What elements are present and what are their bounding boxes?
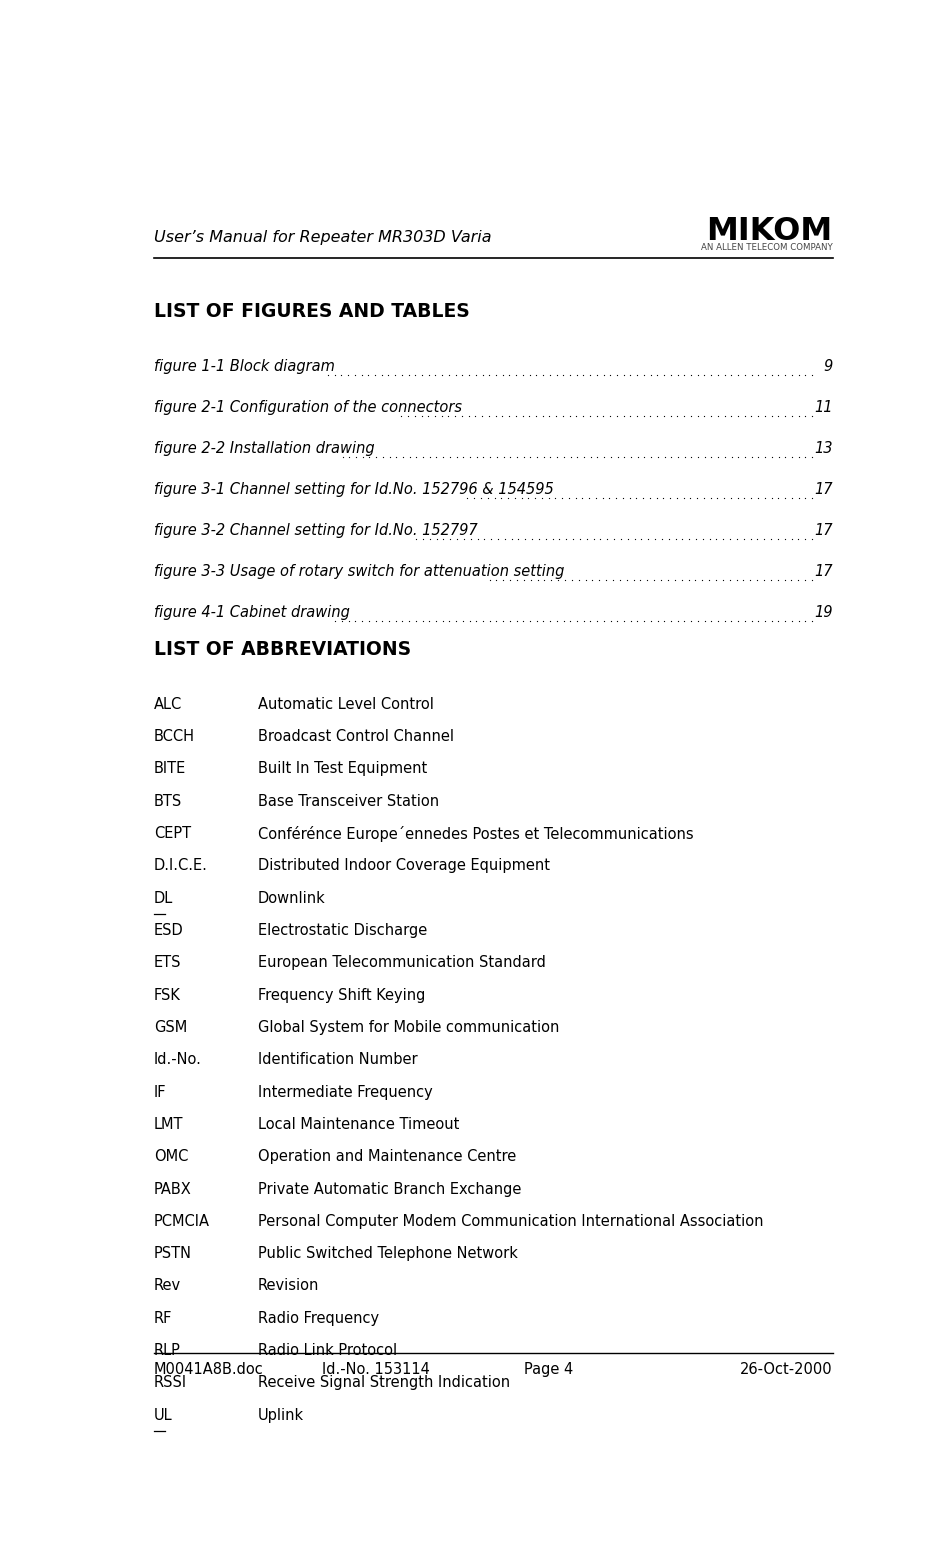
Text: 11: 11 bbox=[814, 401, 832, 415]
Text: 17: 17 bbox=[814, 523, 832, 539]
Text: RSSI: RSSI bbox=[154, 1375, 187, 1391]
Text: Revision: Revision bbox=[258, 1278, 319, 1294]
Text: Page 4: Page 4 bbox=[523, 1362, 573, 1378]
Text: 19: 19 bbox=[814, 604, 832, 620]
Text: AN ALLEN TELECOM COMPANY: AN ALLEN TELECOM COMPANY bbox=[701, 243, 832, 252]
Text: figure 3-1 Channel setting for Id.No. 152796 & 154595: figure 3-1 Channel setting for Id.No. 15… bbox=[154, 482, 554, 496]
Text: figure 1-1 Block diagram: figure 1-1 Block diagram bbox=[154, 359, 335, 374]
Text: 9: 9 bbox=[824, 359, 832, 374]
Text: Conférénce Europe´ennedes Postes et Telecommunications: Conférénce Europe´ennedes Postes et Tele… bbox=[258, 825, 694, 843]
Text: Base Transceiver Station: Base Transceiver Station bbox=[258, 794, 439, 808]
Text: IF: IF bbox=[154, 1085, 166, 1099]
Text: Personal Computer Modem Communication International Association: Personal Computer Modem Communication In… bbox=[258, 1214, 763, 1229]
Text: BTS: BTS bbox=[154, 794, 182, 808]
Text: RLP: RLP bbox=[154, 1344, 181, 1358]
Text: Radio Frequency: Radio Frequency bbox=[258, 1311, 379, 1326]
Text: PABX: PABX bbox=[154, 1181, 191, 1196]
Text: GSM: GSM bbox=[154, 1019, 187, 1035]
Text: ETS: ETS bbox=[154, 955, 181, 971]
Text: Id.-No.: Id.-No. bbox=[154, 1052, 202, 1068]
Text: LIST OF ABBREVIATIONS: LIST OF ABBREVIATIONS bbox=[154, 640, 410, 659]
Text: FSK: FSK bbox=[154, 988, 181, 1002]
Text: Broadcast Control Channel: Broadcast Control Channel bbox=[258, 730, 454, 744]
Text: BCCH: BCCH bbox=[154, 730, 194, 744]
Text: 26-Oct-2000: 26-Oct-2000 bbox=[740, 1362, 832, 1378]
Text: European Telecommunication Standard: European Telecommunication Standard bbox=[258, 955, 546, 971]
Text: Uplink: Uplink bbox=[258, 1408, 304, 1423]
Text: Private Automatic Branch Exchange: Private Automatic Branch Exchange bbox=[258, 1181, 521, 1196]
Text: Operation and Maintenance Centre: Operation and Maintenance Centre bbox=[258, 1149, 517, 1164]
Text: Rev: Rev bbox=[154, 1278, 181, 1294]
Text: Public Switched Telephone Network: Public Switched Telephone Network bbox=[258, 1247, 518, 1261]
Text: 17: 17 bbox=[814, 564, 832, 579]
Text: OMC: OMC bbox=[154, 1149, 188, 1164]
Text: 13: 13 bbox=[814, 442, 832, 456]
Text: Electrostatic Discharge: Electrostatic Discharge bbox=[258, 922, 428, 938]
Text: Frequency Shift Keying: Frequency Shift Keying bbox=[258, 988, 426, 1002]
Text: M0041A8B.doc: M0041A8B.doc bbox=[154, 1362, 264, 1378]
Text: LMT: LMT bbox=[154, 1117, 183, 1132]
Text: ALC: ALC bbox=[154, 697, 182, 713]
Text: Built In Test Equipment: Built In Test Equipment bbox=[258, 761, 428, 777]
Text: 17: 17 bbox=[814, 482, 832, 496]
Text: figure 3-3 Usage of rotary switch for attenuation setting: figure 3-3 Usage of rotary switch for at… bbox=[154, 564, 564, 579]
Text: Intermediate Frequency: Intermediate Frequency bbox=[258, 1085, 433, 1099]
Text: Radio Link Protocol: Radio Link Protocol bbox=[258, 1344, 397, 1358]
Text: D.I.C.E.: D.I.C.E. bbox=[154, 858, 208, 874]
Text: ESD: ESD bbox=[154, 922, 184, 938]
Text: Distributed Indoor Coverage Equipment: Distributed Indoor Coverage Equipment bbox=[258, 858, 550, 874]
Text: figure 4-1 Cabinet drawing: figure 4-1 Cabinet drawing bbox=[154, 604, 350, 620]
Text: Identification Number: Identification Number bbox=[258, 1052, 418, 1068]
Text: MIKOM: MIKOM bbox=[706, 216, 832, 247]
Text: Receive Signal Strength Indication: Receive Signal Strength Indication bbox=[258, 1375, 510, 1391]
Text: Local Maintenance Timeout: Local Maintenance Timeout bbox=[258, 1117, 460, 1132]
Text: PSTN: PSTN bbox=[154, 1247, 191, 1261]
Text: BITE: BITE bbox=[154, 761, 186, 777]
Text: CEPT: CEPT bbox=[154, 825, 191, 841]
Text: RF: RF bbox=[154, 1311, 173, 1326]
Text: figure 3-2 Channel setting for Id.No. 152797: figure 3-2 Channel setting for Id.No. 15… bbox=[154, 523, 478, 539]
Text: figure 2-2 Installation drawing: figure 2-2 Installation drawing bbox=[154, 442, 374, 456]
Text: LIST OF FIGURES AND TABLES: LIST OF FIGURES AND TABLES bbox=[154, 302, 469, 321]
Text: Automatic Level Control: Automatic Level Control bbox=[258, 697, 434, 713]
Text: PCMCIA: PCMCIA bbox=[154, 1214, 210, 1229]
Text: Id.-No. 153114: Id.-No. 153114 bbox=[321, 1362, 429, 1378]
Text: UL: UL bbox=[154, 1408, 173, 1423]
Text: Global System for Mobile communication: Global System for Mobile communication bbox=[258, 1019, 559, 1035]
Text: figure 2-1 Configuration of the connectors: figure 2-1 Configuration of the connecto… bbox=[154, 401, 462, 415]
Text: User’s Manual for Repeater MR303D Varia: User’s Manual for Repeater MR303D Varia bbox=[154, 230, 491, 246]
Text: DL: DL bbox=[154, 891, 173, 905]
Text: Downlink: Downlink bbox=[258, 891, 326, 905]
